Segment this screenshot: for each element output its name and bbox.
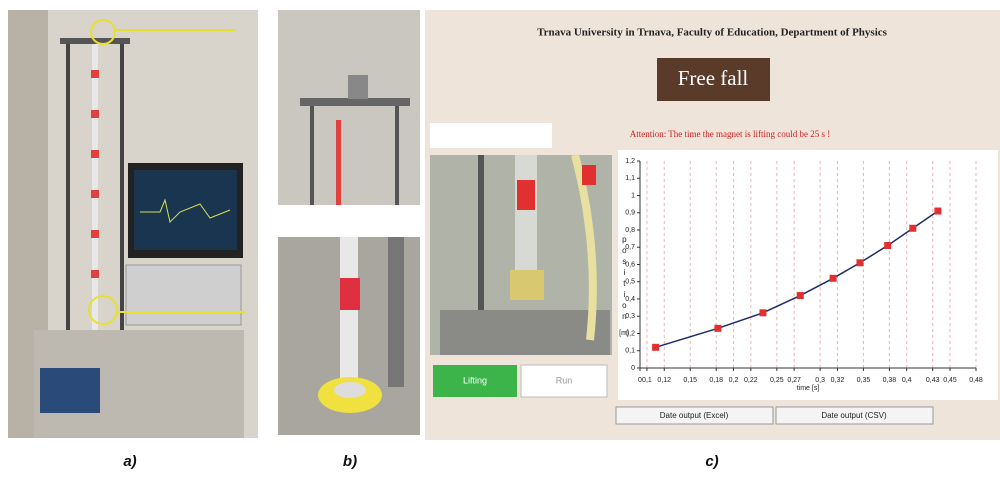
y-tick-label: 1 xyxy=(631,192,635,199)
y-tick-label: 0,5 xyxy=(625,279,635,286)
x-tick-label: 0,35 xyxy=(857,377,871,384)
data-point xyxy=(829,274,837,282)
photo-b-top xyxy=(278,10,420,205)
y-tick-label: 0,1 xyxy=(625,348,635,355)
y-tick-label: 1,1 xyxy=(625,175,635,182)
x-tick-label: 0,38 xyxy=(883,377,897,384)
excel-button-label[interactable]: Date output (Excel) xyxy=(660,411,729,420)
chart-area xyxy=(618,150,998,400)
excel-button[interactable] xyxy=(615,406,774,425)
csv-button[interactable] xyxy=(775,406,934,425)
data-point xyxy=(856,259,864,267)
chart: 0 0,1 0,12 0,15 0,18 0,2 0,22 0,25 0,27 0,3 0,32 0,… xyxy=(619,158,983,392)
app-title: Free fall xyxy=(678,66,749,90)
x-tick-label: 0,32 xyxy=(831,377,845,384)
x-tick-label: 0,2 xyxy=(729,377,739,384)
data-point xyxy=(909,224,917,232)
y-tick-label: 0,7 xyxy=(625,244,635,251)
x-tick-label: 0,4 xyxy=(902,377,912,384)
data-point xyxy=(796,292,804,300)
input-box[interactable] xyxy=(430,123,552,148)
run-button[interactable] xyxy=(520,364,608,398)
y-tick-label: 0 xyxy=(631,365,635,372)
y-tick-label: 0,4 xyxy=(625,296,635,303)
photo-b-bottom xyxy=(278,237,420,435)
x-tick-label: 0,18 xyxy=(709,377,723,384)
y-tick-label: 1,2 xyxy=(625,158,635,165)
panel-label: a) xyxy=(123,453,136,470)
y-tick-label: 0,3 xyxy=(625,313,635,320)
x-tick-label: 0,45 xyxy=(943,377,957,384)
x-tick-label: 0,27 xyxy=(787,377,801,384)
lifting-button[interactable] xyxy=(433,365,517,397)
title-box xyxy=(657,58,770,101)
x-axis-label: time [s] xyxy=(797,385,820,392)
lifting-button-label[interactable]: Lifting xyxy=(463,375,487,385)
x-tick-label: 0,25 xyxy=(770,377,784,384)
camera-view xyxy=(430,153,612,355)
data-point xyxy=(652,343,660,351)
run-button-label[interactable]: Run xyxy=(556,375,573,385)
y-tick-label: 0,2 xyxy=(625,330,635,337)
data-point xyxy=(934,207,942,215)
x-tick-label: 0 xyxy=(638,377,642,384)
x-tick-label: 0,12 xyxy=(657,377,671,384)
y-tick-label: 0,9 xyxy=(625,210,635,217)
x-tick-label: 0,43 xyxy=(926,377,940,384)
x-tick-label: 0,15 xyxy=(683,377,697,384)
warning: Attention: The time the magnet is liftin… xyxy=(630,129,831,139)
panel-label: b) xyxy=(343,453,357,470)
institution: Trnava University in Trnava, Faculty of … xyxy=(537,27,888,39)
csv-button-label[interactable]: Date output (CSV) xyxy=(821,411,887,420)
data-point xyxy=(884,242,892,250)
panel-label: c) xyxy=(705,453,718,470)
x-tick-label: 0,22 xyxy=(744,377,758,384)
photo-a xyxy=(8,10,258,438)
x-tick-label: 0,1 xyxy=(642,377,652,384)
x-tick-label: 0,48 xyxy=(969,377,983,384)
y-tick-label: 0,6 xyxy=(625,261,635,268)
x-tick-label: 0,3 xyxy=(815,377,825,384)
y-axis-label: position xyxy=(620,235,629,323)
data-point xyxy=(714,324,722,332)
y-tick-label: 0,8 xyxy=(625,227,635,234)
data-point xyxy=(759,309,767,317)
y-axis-unit: [m] xyxy=(619,330,629,337)
